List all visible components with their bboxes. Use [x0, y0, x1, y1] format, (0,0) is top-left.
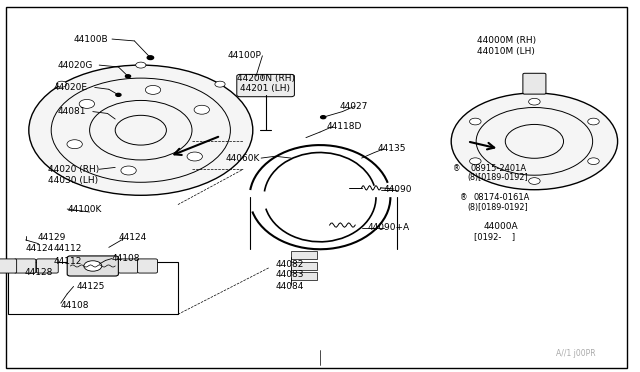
Circle shape: [588, 118, 599, 125]
Text: 44090: 44090: [384, 185, 413, 194]
Bar: [8, 262, 178, 314]
Text: 44020E: 44020E: [53, 83, 87, 92]
Circle shape: [470, 158, 481, 164]
FancyBboxPatch shape: [0, 259, 17, 273]
Circle shape: [67, 140, 83, 149]
Circle shape: [84, 261, 102, 271]
Text: 44112: 44112: [53, 257, 81, 266]
FancyBboxPatch shape: [523, 73, 546, 94]
Circle shape: [136, 62, 146, 68]
Text: ®: ®: [453, 164, 461, 173]
Circle shape: [470, 118, 481, 125]
Text: 44020G: 44020G: [58, 61, 93, 70]
Circle shape: [588, 158, 599, 164]
Text: 44027: 44027: [339, 102, 367, 110]
FancyBboxPatch shape: [138, 259, 157, 273]
Text: 44118D: 44118D: [326, 122, 362, 131]
Circle shape: [56, 81, 67, 87]
Text: 44000A: 44000A: [483, 222, 518, 231]
Circle shape: [194, 105, 209, 114]
Text: 44090+A: 44090+A: [368, 223, 410, 232]
Circle shape: [116, 93, 121, 96]
Text: 44200N (RH): 44200N (RH): [237, 74, 295, 83]
Text: 44060K: 44060K: [225, 154, 260, 163]
Circle shape: [215, 81, 225, 87]
Text: 44100K: 44100K: [67, 205, 102, 214]
Bar: [291, 262, 317, 270]
Circle shape: [121, 166, 136, 175]
FancyBboxPatch shape: [118, 259, 138, 273]
Text: 44124: 44124: [26, 244, 54, 253]
Circle shape: [145, 86, 161, 94]
Text: 44108: 44108: [61, 301, 90, 310]
Text: 44124: 44124: [118, 233, 147, 242]
Circle shape: [187, 152, 202, 161]
Text: [0192-    ]: [0192- ]: [474, 232, 515, 241]
Circle shape: [321, 116, 326, 119]
Text: A//1 j00PR: A//1 j00PR: [556, 349, 595, 358]
Circle shape: [79, 99, 95, 108]
Text: 44201 (LH): 44201 (LH): [240, 84, 290, 93]
Text: 44108: 44108: [112, 254, 141, 263]
Circle shape: [529, 98, 540, 105]
Text: (8)[0189-0192]: (8)[0189-0192]: [467, 203, 528, 212]
Text: 44125: 44125: [77, 282, 105, 291]
Circle shape: [147, 56, 154, 60]
Text: 44084: 44084: [275, 282, 303, 291]
FancyBboxPatch shape: [67, 256, 118, 276]
Text: 44010M (LH): 44010M (LH): [477, 47, 534, 56]
Text: 08174-0161A: 08174-0161A: [474, 193, 530, 202]
Text: 44082: 44082: [275, 260, 303, 269]
Text: ®: ®: [460, 193, 467, 202]
Text: 44030 (LH): 44030 (LH): [48, 176, 98, 185]
Text: (8)[0189-0192]: (8)[0189-0192]: [467, 173, 528, 182]
Text: 44100B: 44100B: [74, 35, 108, 44]
Text: 44112: 44112: [53, 244, 81, 253]
Text: 44100P: 44100P: [227, 51, 261, 60]
Circle shape: [451, 93, 618, 190]
Bar: [291, 251, 317, 259]
Circle shape: [29, 65, 253, 195]
Text: 44020 (RH): 44020 (RH): [48, 165, 99, 174]
Text: 44128: 44128: [24, 268, 52, 277]
FancyBboxPatch shape: [14, 259, 36, 273]
Text: 08915-2401A: 08915-2401A: [470, 164, 527, 173]
Circle shape: [125, 75, 131, 78]
Circle shape: [529, 178, 540, 185]
Text: 44135: 44135: [378, 144, 406, 153]
Bar: [291, 272, 317, 280]
Text: 44083: 44083: [275, 270, 304, 279]
FancyBboxPatch shape: [237, 74, 294, 97]
Text: 44129: 44129: [37, 233, 65, 242]
FancyBboxPatch shape: [36, 259, 58, 273]
Text: 44000M (RH): 44000M (RH): [477, 36, 536, 45]
Text: 44081: 44081: [58, 107, 86, 116]
